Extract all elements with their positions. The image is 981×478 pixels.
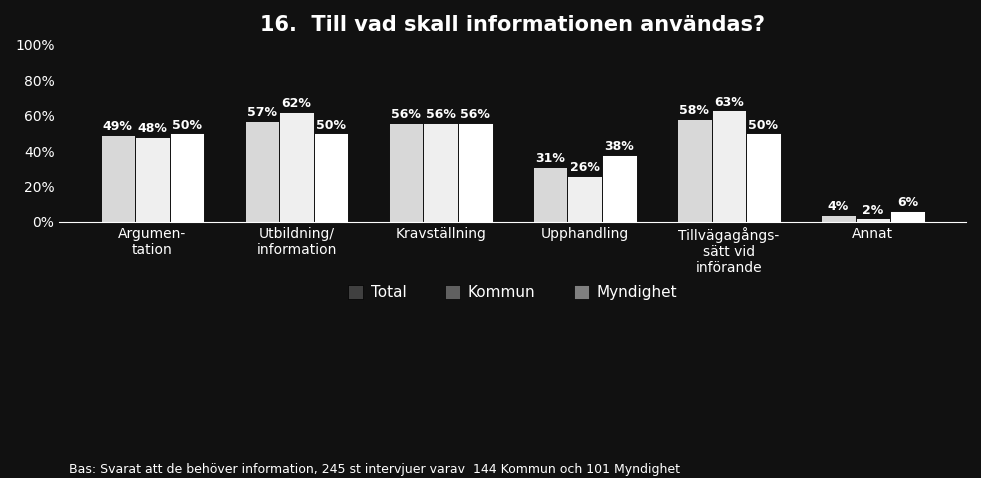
Text: 26%: 26% [570,161,599,174]
Text: 4%: 4% [828,200,849,213]
Bar [747,133,781,222]
Bar [533,167,567,222]
Bar [821,215,855,222]
Text: 57%: 57% [247,106,277,119]
Text: 38%: 38% [604,140,634,153]
Text: 56%: 56% [391,108,421,121]
Bar [458,123,492,222]
Bar [855,218,890,222]
Bar [711,110,747,222]
Text: 2%: 2% [862,204,884,217]
Bar [135,137,170,222]
Text: 49%: 49% [103,120,132,133]
Bar [388,123,424,222]
Text: 56%: 56% [426,108,455,121]
Bar [101,135,135,222]
Bar [602,154,637,222]
Bar [424,123,458,222]
Title: 16.  Till vad skall informationen användas?: 16. Till vad skall informationen använda… [260,15,765,35]
Bar [244,121,280,222]
Text: 50%: 50% [172,119,202,131]
Text: 48%: 48% [137,122,168,135]
Text: 56%: 56% [460,108,490,121]
Text: 63%: 63% [714,96,744,109]
Text: Bas: Svarat att de behöver information, 245 st intervjuer varav  144 Kommun och : Bas: Svarat att de behöver information, … [69,463,680,476]
Bar [314,133,348,222]
Bar [890,211,925,222]
Text: 50%: 50% [749,119,778,131]
Bar [677,119,711,222]
Text: 50%: 50% [316,119,346,131]
Bar [567,176,602,222]
Text: 58%: 58% [679,105,709,118]
Text: 6%: 6% [897,196,918,209]
Text: 62%: 62% [282,98,312,110]
Bar [280,112,314,222]
Text: 31%: 31% [536,152,565,165]
Bar [170,133,204,222]
Legend: Total, Kommun, Myndighet: Total, Kommun, Myndighet [342,279,684,306]
